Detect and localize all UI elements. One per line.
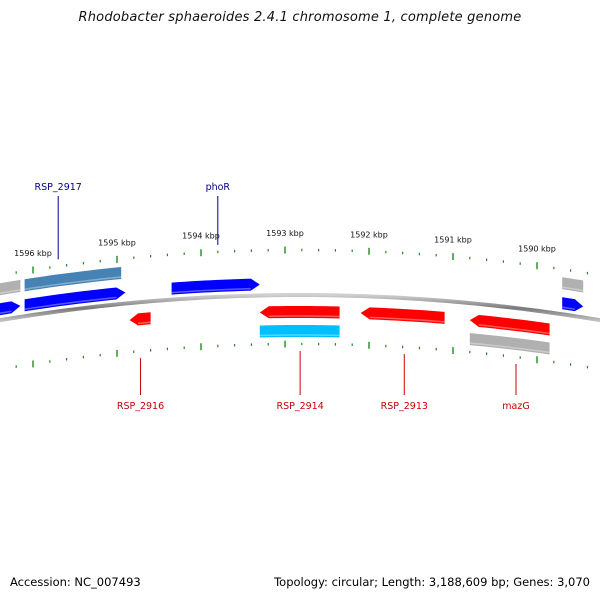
tick-label: 1596 kbp	[14, 249, 52, 258]
gene-feature-body	[171, 278, 260, 295]
tick-label: 1594 kbp	[182, 232, 220, 241]
gene-labels: RSP_2917 phoR RSP_2916 RSP_2914 RSP_2913 mazG	[35, 182, 530, 412]
tick-label: 1591 kbp	[434, 236, 472, 245]
gene-label: phoR	[206, 182, 231, 245]
gene-feature-highlight	[24, 296, 117, 310]
gene-feature-body	[129, 312, 151, 326]
gene-label: RSP_2917	[35, 182, 82, 260]
tick-label: 1592 kbp	[350, 230, 388, 239]
gene-feature-highlight	[369, 316, 445, 323]
gene-feature	[259, 325, 340, 338]
gene-feature-highlight	[562, 286, 584, 292]
tick-label: 1590 kbp	[518, 245, 556, 254]
gene-feature-body	[259, 306, 340, 319]
gene-label: mazG	[502, 364, 530, 412]
gene-label: RSP_2916	[117, 358, 164, 412]
scale-ticks: 1596 kbp 1595 kbp 1594 kbp 1593 kbp 1592 kbp…	[14, 229, 589, 369]
gene-feature	[562, 297, 584, 312]
gene-feature-highlight	[24, 276, 122, 290]
gene-feature-body	[469, 314, 550, 336]
gene-feature	[0, 301, 21, 316]
accession-text: Accession: NC_007493	[10, 575, 141, 589]
gene-feature-body	[360, 307, 445, 324]
gene-label: RSP_2914	[276, 351, 324, 412]
gene-feature-body	[24, 287, 126, 312]
map-title: Rhodobacter sphaeroides 2.4.1 chromosome…	[78, 10, 522, 25]
gene-feature	[469, 314, 550, 336]
gene-label-text: RSP_2914	[276, 401, 323, 412]
chromosome-backbone	[0, 292, 600, 323]
gene-feature-highlight	[0, 310, 12, 314]
gene-feature-body	[562, 297, 584, 312]
gene-feature	[259, 306, 340, 319]
gene-feature-highlight	[137, 321, 151, 325]
gene-feature	[129, 312, 151, 326]
gene-label-text: RSP_2916	[117, 401, 164, 412]
gene-label-text: RSP_2917	[35, 182, 82, 193]
gene-feature-body	[24, 266, 122, 292]
gene-feature-body	[562, 277, 584, 293]
tick-label: 1593 kbp	[266, 229, 304, 238]
gene-label-text: mazG	[502, 401, 529, 412]
gene-feature-body	[0, 301, 21, 316]
gene-feature	[562, 277, 584, 293]
gene-label: RSP_2913	[381, 354, 428, 412]
gene-feature	[24, 266, 122, 292]
gene-feature-highlight	[562, 306, 575, 310]
gene-feature-body	[259, 325, 340, 338]
tick-label: 1595 kbp	[98, 238, 136, 247]
gene-label-text: RSP_2913	[381, 401, 428, 412]
gene-feature	[24, 287, 126, 312]
gene-feature	[360, 307, 445, 324]
gene-feature-body	[469, 333, 550, 355]
gene-label-text: phoR	[206, 182, 231, 193]
gene-feature	[171, 278, 260, 295]
gene-feature-highlight	[171, 287, 251, 294]
genome-stats-text: Topology: circular; Length: 3,188,609 bp…	[274, 575, 590, 589]
gene-feature-highlight	[0, 289, 21, 294]
gene-feature-highlight	[469, 342, 550, 354]
gene-feature-body	[0, 279, 21, 296]
gene-feature	[0, 279, 21, 296]
gene-features	[0, 266, 584, 355]
gene-feature-highlight	[478, 324, 550, 335]
gene-feature	[469, 333, 550, 355]
